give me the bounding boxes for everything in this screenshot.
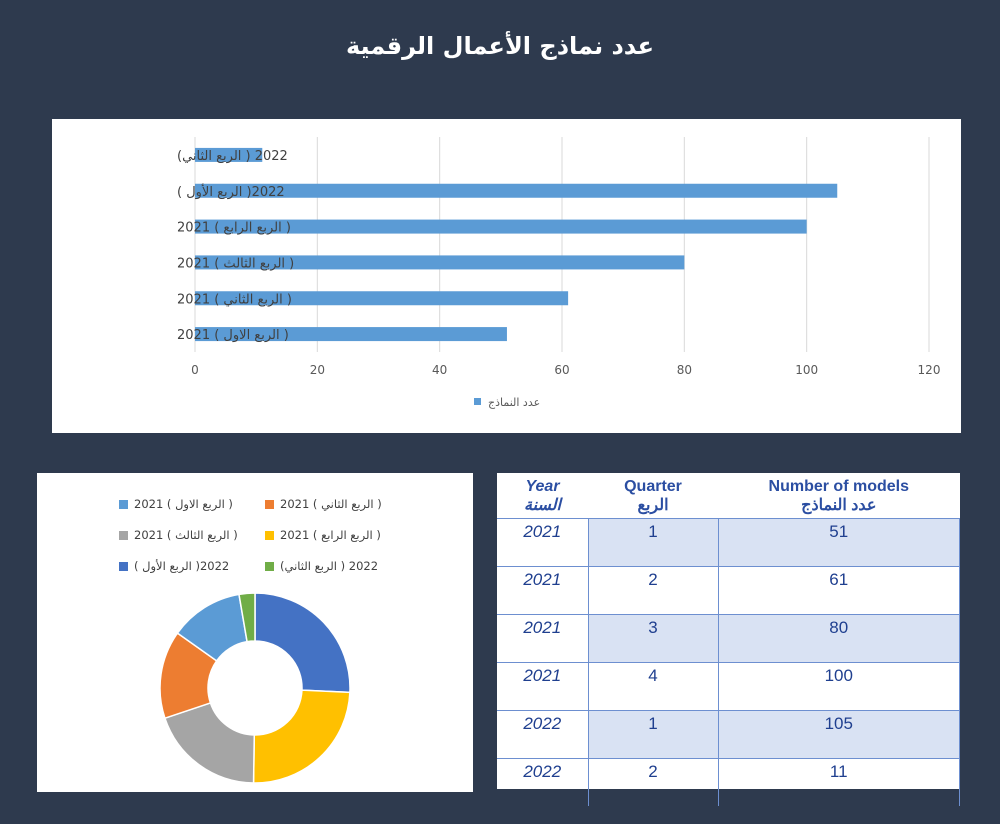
legend-swatch — [119, 561, 128, 571]
donut-legend-item: ( الربع الرابع ) 2021 — [265, 528, 381, 542]
donut-slice — [238, 592, 256, 643]
header-models: Number of models عدد النماذج — [718, 473, 960, 519]
legend-label: ( الربع الرابع ) 2021 — [280, 528, 381, 542]
page-title: عدد نماذج الأعمال الرقمية — [345, 32, 655, 60]
header-models-ar: عدد النماذج — [801, 496, 877, 514]
bar — [195, 255, 685, 270]
bar-chart: 0 20 40 60 80 100 120 ( الربع الاول ) 2021 ( الر… — [177, 137, 941, 409]
bar — [195, 147, 263, 162]
legend-swatch — [265, 561, 274, 571]
cell-quarter: 1 — [588, 710, 719, 759]
cell-quarter: 1 — [588, 518, 719, 567]
cell-models: 100 — [718, 662, 960, 711]
table-row: 2021 2 61 — [497, 566, 960, 615]
legend-swatch — [119, 499, 128, 509]
table-row: 2022 1 105 — [497, 710, 960, 759]
y-category-label: ( الربع الرابع ) 2021 — [177, 221, 291, 236]
y-category-label: 2022 ( الربع الثاني) — [177, 149, 288, 164]
bar — [195, 327, 507, 342]
table-row: 2022 2 11 — [497, 758, 960, 806]
cell-quarter: 3 — [588, 614, 719, 663]
cell-models: 51 — [718, 518, 960, 567]
bar — [195, 183, 838, 198]
donut-slice — [252, 689, 351, 784]
cell-quarter: 2 — [588, 566, 719, 615]
legend-label: عدد النماذج — [488, 396, 540, 409]
x-tick-label: 60 — [554, 363, 569, 377]
data-table: Year السنة Quarter الربع Number of model… — [497, 473, 960, 806]
donut-legend-item: 2022( الربع الأول ) — [119, 559, 229, 573]
cell-year: 2021 — [497, 614, 589, 663]
header-models-en: Number of models — [768, 477, 909, 495]
cell-year: 2021 — [497, 566, 589, 615]
donut-chart-panel: ( الربع الاول ) 2021 ( الربع الثاني ) 202… — [37, 473, 473, 792]
donut-legend-item: 2022 ( الربع الثاني) — [265, 559, 378, 573]
legend-swatch — [265, 499, 274, 509]
bar-chart-panel: 0 20 40 60 80 100 120 ( الربع الاول ) 2021 ( الر… — [52, 119, 961, 433]
table-row: 2021 3 80 — [497, 614, 960, 663]
header-year-ar: السنة — [524, 496, 561, 514]
header-quarter: Quarter الربع — [588, 473, 718, 519]
cell-models: 11 — [718, 758, 960, 806]
data-table-panel: Year السنة Quarter الربع Number of model… — [497, 473, 960, 806]
x-tick-label: 80 — [677, 363, 692, 377]
legend-swatch — [265, 530, 274, 540]
cell-year: 2021 — [497, 662, 589, 711]
cell-models: 80 — [718, 614, 960, 663]
y-category-label: ( الربع الثالث ) 2021 — [177, 256, 294, 271]
cell-quarter: 4 — [588, 662, 719, 711]
legend-label: ( الربع الاول ) 2021 — [134, 497, 233, 511]
header-quarter-ar: الربع — [637, 496, 669, 514]
donut-legend-item: ( الربع الاول ) 2021 — [119, 497, 233, 511]
legend-label: ( الربع الثاني ) 2021 — [280, 497, 382, 511]
legend-label: 2022( الربع الأول ) — [134, 559, 230, 573]
donut-legend-item: ( الربع الثالث ) 2021 — [119, 528, 238, 542]
header-quarter-en: Quarter — [624, 477, 682, 495]
x-tick-label: 40 — [432, 363, 447, 377]
donut-legend-item: ( الربع الثاني ) 2021 — [265, 497, 382, 511]
x-tick-label: 0 — [191, 363, 199, 377]
legend-label: ( الربع الثالث ) 2021 — [134, 528, 238, 542]
legend-label: 2022 ( الربع الثاني) — [280, 559, 379, 573]
x-tick-label: 120 — [918, 363, 941, 377]
legend-swatch — [119, 530, 128, 540]
cell-year: 2021 — [497, 518, 589, 567]
bar — [195, 291, 569, 306]
y-category-label: 2022( الربع الأول ) — [177, 183, 285, 200]
donut-slice — [163, 701, 256, 784]
bar — [195, 219, 807, 234]
table-row: 2021 1 51 — [497, 518, 960, 567]
cell-models: 105 — [718, 710, 960, 759]
cell-year: 2022 — [497, 758, 589, 806]
x-tick-label: 20 — [310, 363, 325, 377]
cell-quarter: 2 — [588, 758, 719, 806]
header-year-en: Year — [525, 477, 560, 495]
table-header-row: Year السنة Quarter الربع Number of model… — [497, 473, 960, 519]
x-tick-label: 100 — [795, 363, 818, 377]
table-row: 2021 4 100 — [497, 662, 960, 711]
y-category-label: ( الربع الاول ) 2021 — [177, 328, 289, 343]
legend-swatch — [474, 398, 481, 405]
donut-slice — [254, 592, 351, 694]
donut-chart — [159, 592, 351, 784]
y-category-label: ( الربع الثاني ) 2021 — [177, 292, 292, 307]
cell-models: 61 — [718, 566, 960, 615]
cell-year: 2022 — [497, 710, 589, 759]
header-year: Year السنة — [497, 473, 588, 519]
